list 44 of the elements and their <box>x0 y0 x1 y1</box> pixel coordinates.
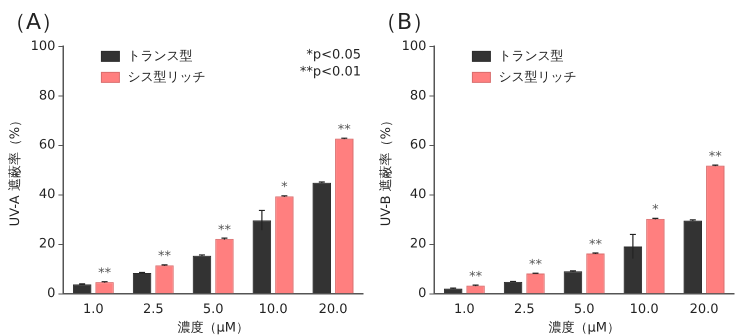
legend-label: トランス型 <box>498 48 564 64</box>
x-tick-label: 2.5 <box>514 302 535 317</box>
x-tick-label: 20.0 <box>318 302 348 317</box>
annotation: *p<0.05 <box>306 47 361 62</box>
annotation: ** <box>158 249 172 264</box>
y-tick-label: 0 <box>47 286 56 302</box>
y-tick-label: 100 <box>402 38 426 54</box>
legend-label: トランス型 <box>127 48 192 64</box>
y-tick-label: 80 <box>38 88 56 104</box>
annotation: **p<0.01 <box>300 64 361 80</box>
annotation: ** <box>469 270 483 285</box>
annotation: ** <box>98 266 112 282</box>
y-tick-label: 20 <box>410 236 426 252</box>
x-axis-title: 濃度（μM） <box>177 320 249 336</box>
y-axis-title: UV-B 遮蔽率（%） <box>378 114 394 226</box>
annotation: * <box>281 180 288 196</box>
y-tick-label: 60 <box>38 138 56 153</box>
x-axis-title: 濃度（μM） <box>548 320 620 336</box>
annotation: * <box>652 202 660 218</box>
x-tick-label: 10.0 <box>630 302 659 317</box>
y-tick-label: 40 <box>410 187 426 202</box>
legend-label: シス型リッチ <box>498 70 576 85</box>
x-tick-label: 1.0 <box>83 302 104 317</box>
annotation: ** <box>218 222 232 238</box>
annotation: ** <box>338 122 352 138</box>
x-tick-label: 1.0 <box>454 302 475 317</box>
y-axis-title: UV-A 遮蔽率（%） <box>7 114 24 226</box>
legend-label: シス型リッチ <box>127 70 206 85</box>
annotation: ** <box>529 257 543 272</box>
y-tick-label: 0 <box>418 286 426 302</box>
y-tick-label: 40 <box>38 187 56 202</box>
x-tick-label: 20.0 <box>690 302 719 317</box>
x-tick-label: 10.0 <box>258 302 288 317</box>
x-tick-label: 2.5 <box>142 302 164 317</box>
x-tick-label: 5.0 <box>202 302 224 317</box>
y-tick-label: 80 <box>410 88 426 104</box>
annotation: ** <box>708 150 722 165</box>
annotation: ** <box>588 237 602 252</box>
y-tick-label: 20 <box>38 236 56 252</box>
chart-title: （A） <box>4 10 64 35</box>
x-tick-label: 5.0 <box>574 302 595 317</box>
y-tick-label: 100 <box>30 38 56 54</box>
y-tick-label: 60 <box>410 138 426 153</box>
chart-title: （B） <box>375 10 434 35</box>
